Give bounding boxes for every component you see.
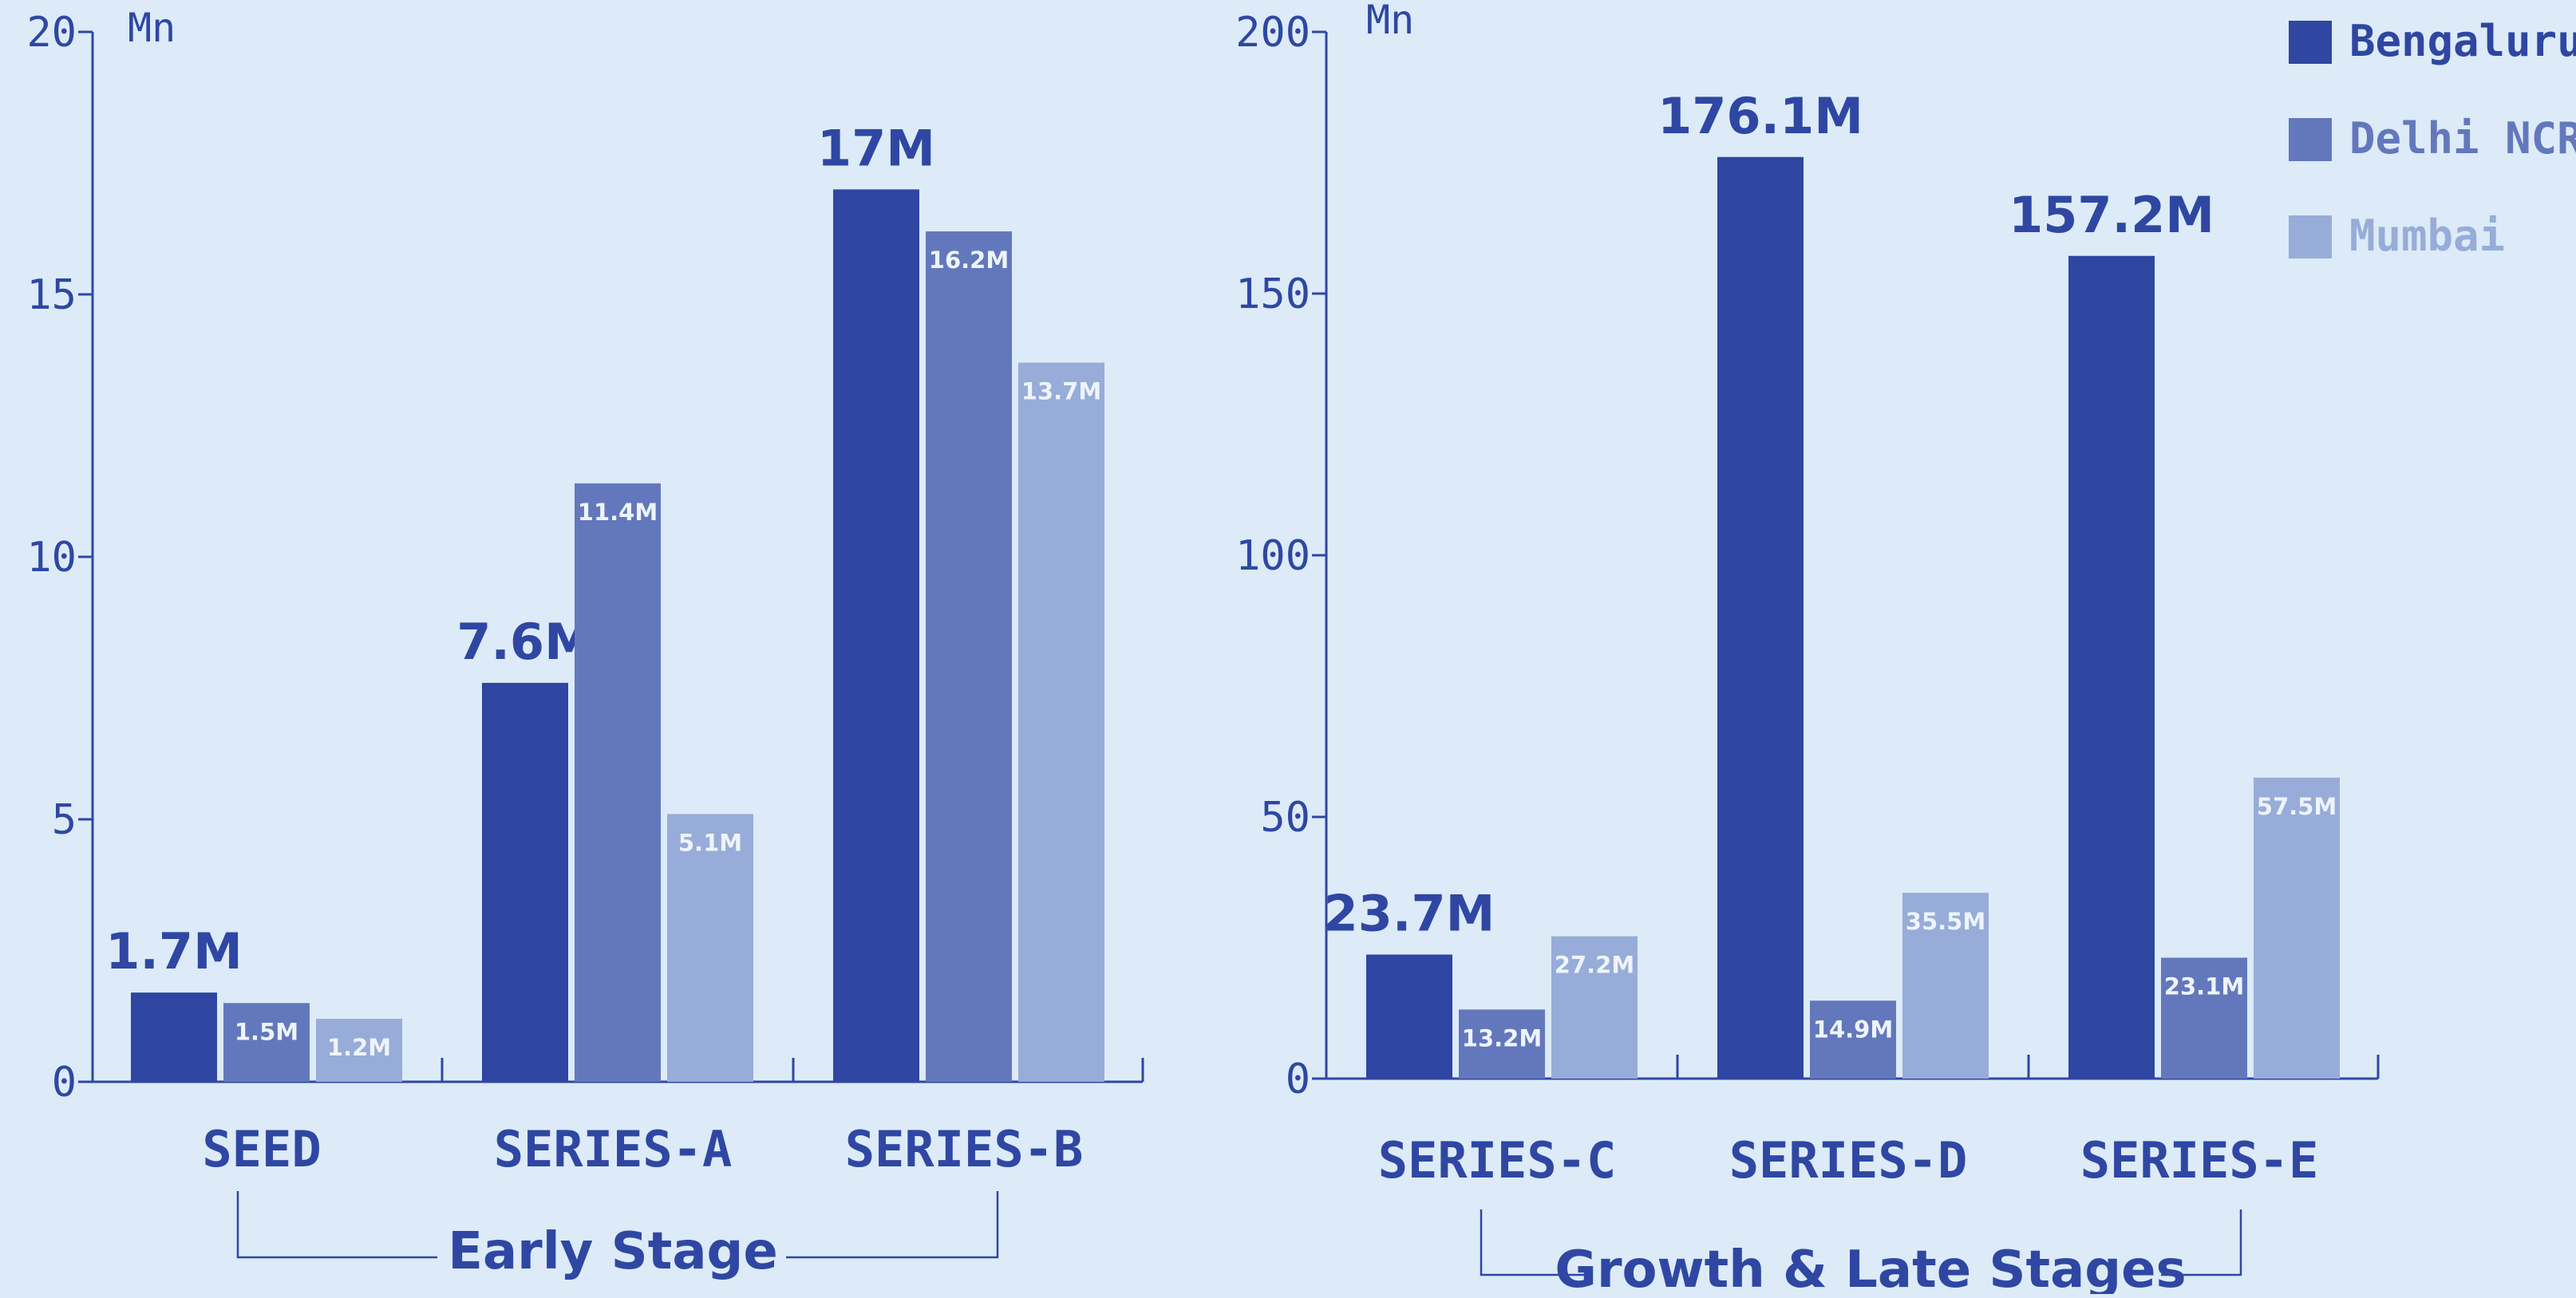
bar-value-label: 27.2M: [1555, 952, 1634, 979]
bar-value-label: 13.7M: [1021, 378, 1101, 405]
legend-swatch: [2289, 118, 2332, 161]
category-label: SERIES-A: [494, 1120, 733, 1178]
bar-mumbai-series-c: [1551, 936, 1638, 1079]
bar-value-label: 5.1M: [678, 829, 742, 856]
legend-swatch: [2289, 21, 2332, 64]
bar-mumbai-series-b: [1018, 362, 1104, 1082]
bar-value-label: 1.5M: [235, 1018, 298, 1045]
bar-value-label: 23.1M: [2164, 973, 2244, 1000]
chart-legend: Bengaluru Delhi NCR Mumbai: [2289, 16, 2576, 261]
bar-value-label: 11.4M: [578, 499, 658, 526]
category-label: SEED: [202, 1120, 321, 1178]
group-bracket-right: [786, 1191, 999, 1259]
y-unit-label: Mn: [128, 5, 176, 51]
bar-delhi-ncr-series-c: [1459, 1009, 1545, 1079]
bar-delhi-ncr-seed: [223, 1003, 310, 1082]
chart-panel-1: 0 5 10 15 20 Mn 1.7M 1.5M 1.2M SEED 7.6M 11.4M 5.1M S…: [26, 5, 1144, 1281]
y-tick-label: 100: [1235, 532, 1310, 580]
y-tick-label: 50: [1260, 794, 1310, 842]
bar-bengaluru-series-e: [2068, 255, 2155, 1079]
legend-swatch: [2289, 215, 2332, 258]
bar-mumbai-seed: [316, 1019, 402, 1082]
group-bracket-left: [236, 1191, 437, 1259]
bar-delhi-ncr-series-a: [575, 483, 661, 1082]
group-label: Early Stage: [448, 1222, 778, 1281]
category-label: SERIES-C: [1378, 1131, 1617, 1190]
bar-value-label: 13.2M: [1462, 1024, 1542, 1051]
y-tick-label: 20: [26, 9, 77, 57]
bar-value-label: 1.2M: [327, 1034, 391, 1061]
bar-bengaluru-series-b: [833, 189, 919, 1082]
category-label: SERIES-E: [2080, 1131, 2319, 1190]
bar-value-label: 23.7M: [1324, 885, 1495, 943]
bar-value-label: 57.5M: [2257, 793, 2337, 820]
bar-bengaluru-series-c: [1366, 954, 1452, 1079]
bar-value-label: 17M: [817, 119, 935, 177]
bar-value-label: 157.2M: [2009, 186, 2214, 244]
bar-bengaluru-seed: [131, 992, 217, 1082]
bar-delhi-ncr-series-e: [2161, 957, 2247, 1079]
y-tick-label: 200: [1235, 9, 1310, 57]
bar-value-label: 14.9M: [1813, 1016, 1893, 1043]
category-label: SERIES-D: [1729, 1131, 1968, 1190]
bar-bengaluru-series-a: [482, 682, 568, 1082]
legend-label: Bengaluru: [2349, 16, 2576, 66]
group-bracket-right: [2161, 1209, 2242, 1276]
bar-mumbai-series-d: [1902, 893, 1989, 1079]
y-tick-label: 10: [26, 534, 77, 582]
bar-delhi-ncr-series-b: [926, 231, 1012, 1082]
bar-delhi-ncr-series-d: [1810, 1000, 1896, 1079]
y-tick-label: 15: [26, 271, 77, 319]
bar-value-label: 7.6M: [456, 613, 594, 671]
bar-mumbai-series-e: [2254, 777, 2340, 1079]
bar-value-label: 16.2M: [929, 247, 1009, 274]
bar-bengaluru-series-d: [1717, 156, 1804, 1079]
bar-value-label: 1.7M: [105, 922, 243, 980]
y-tick-label: 150: [1235, 270, 1310, 318]
group-bracket-left: [1480, 1209, 1585, 1276]
legend-label: Delhi NCR: [2349, 113, 2576, 164]
bar-value-label: 35.5M: [1906, 908, 1985, 935]
y-unit-label: Mn: [1366, 0, 1414, 43]
bar-value-label: 176.1M: [1657, 87, 1863, 145]
category-label: SERIES-B: [845, 1120, 1084, 1178]
legend-label: Mumbai: [2349, 211, 2505, 261]
y-tick-label: 0: [1286, 1055, 1310, 1103]
y-tick-label: 0: [52, 1059, 77, 1107]
chart-panel-2: 0 50 100 150 200 Mn 23.7M 13.2M 27.2M SERIES-C 176…: [1235, 0, 2380, 1298]
bar-mumbai-series-a: [667, 814, 753, 1082]
y-tick-label: 5: [52, 796, 77, 844]
group-label: Growth & Late Stages: [1555, 1241, 2186, 1294]
